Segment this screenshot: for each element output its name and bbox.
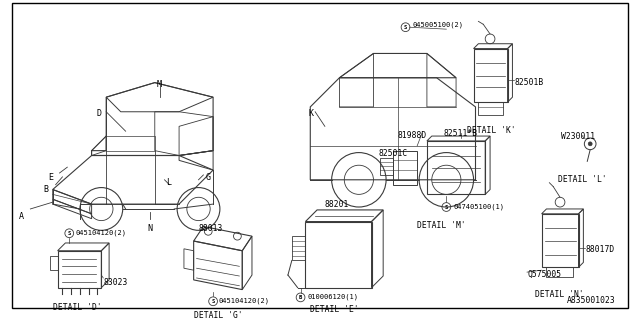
Text: DETAIL 'D': DETAIL 'D': [52, 303, 101, 312]
Text: DETAIL 'M': DETAIL 'M': [417, 220, 466, 230]
Text: 82511*B: 82511*B: [444, 129, 478, 138]
Text: 82501C: 82501C: [378, 149, 408, 158]
Text: DETAIL 'G': DETAIL 'G': [193, 311, 243, 320]
Text: D: D: [97, 109, 102, 118]
Text: 82501B: 82501B: [515, 78, 543, 87]
Text: 81988D: 81988D: [397, 131, 427, 140]
Text: L: L: [166, 178, 172, 187]
Text: DETAIL 'N': DETAIL 'N': [534, 290, 584, 299]
Text: Q575005: Q575005: [527, 270, 561, 279]
Text: A: A: [19, 212, 24, 221]
Circle shape: [588, 142, 592, 146]
Text: 047405100(1): 047405100(1): [453, 203, 504, 210]
Text: N: N: [147, 224, 152, 233]
Text: DETAIL 'L': DETAIL 'L': [558, 175, 607, 184]
Text: 010006120(1): 010006120(1): [307, 293, 358, 300]
Text: 045005100(2): 045005100(2): [412, 21, 463, 28]
Text: S: S: [211, 299, 214, 304]
Text: DETAIL 'K': DETAIL 'K': [467, 126, 515, 135]
Text: A835001023: A835001023: [566, 296, 616, 305]
Text: G: G: [205, 173, 211, 182]
Text: 88017D: 88017D: [586, 245, 614, 254]
Text: B: B: [299, 295, 302, 300]
Text: 83023: 83023: [103, 278, 127, 287]
Text: B: B: [43, 185, 48, 194]
Text: 88013: 88013: [198, 224, 223, 233]
Text: 045104120(2): 045104120(2): [219, 297, 270, 304]
Text: S: S: [445, 204, 448, 210]
Text: E: E: [48, 173, 53, 182]
Text: W230011: W230011: [561, 132, 595, 141]
Text: M: M: [157, 80, 162, 89]
Text: DETAIL 'E': DETAIL 'E': [310, 305, 359, 314]
Text: S: S: [68, 231, 71, 236]
Text: K: K: [308, 109, 314, 118]
Text: S: S: [404, 25, 407, 30]
Text: 045104120(2): 045104120(2): [75, 229, 126, 236]
Text: 88201: 88201: [325, 200, 349, 209]
